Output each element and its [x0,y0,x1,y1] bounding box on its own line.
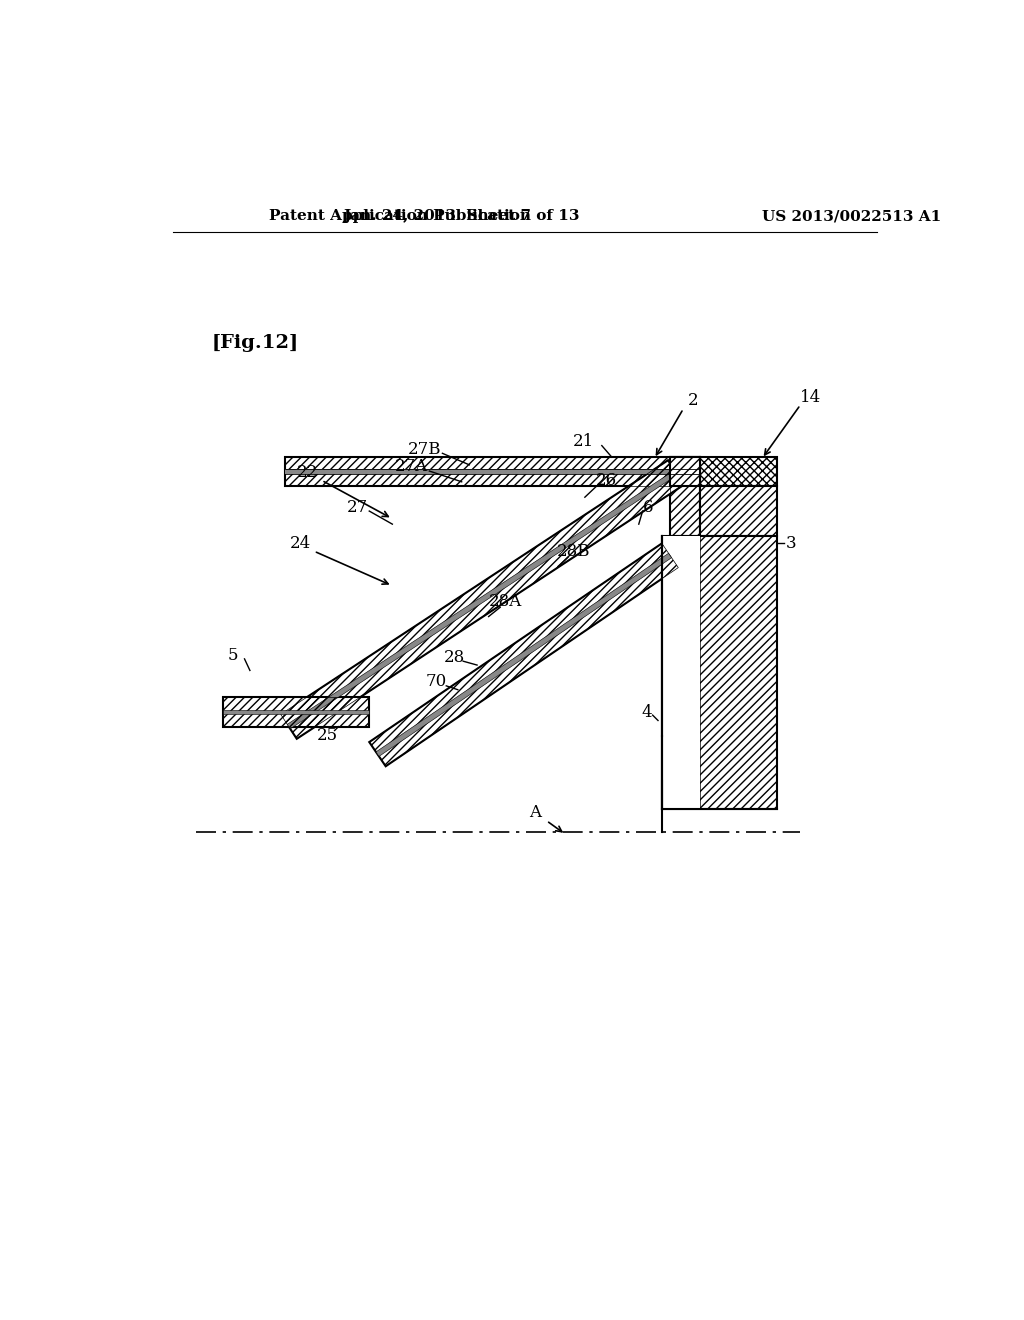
Text: 25: 25 [316,727,338,744]
Text: 28B: 28B [557,543,590,560]
Text: 2: 2 [687,392,698,409]
Text: 21: 21 [572,433,594,450]
Text: 22: 22 [297,465,318,480]
Polygon shape [285,457,700,487]
Text: Jan. 24, 2013  Sheet 7 of 13: Jan. 24, 2013 Sheet 7 of 13 [343,209,580,223]
Polygon shape [288,470,678,729]
Text: 24: 24 [290,535,310,552]
Polygon shape [281,461,684,739]
Text: 70: 70 [426,673,446,690]
Polygon shape [370,544,678,767]
Text: US 2013/0022513 A1: US 2013/0022513 A1 [762,209,941,223]
Polygon shape [376,553,672,756]
Text: [Fig.12]: [Fig.12] [211,334,299,352]
Text: 3: 3 [785,535,797,552]
Text: A: A [528,804,541,821]
Polygon shape [700,457,777,487]
Text: 4: 4 [641,705,651,721]
Text: 5: 5 [227,647,239,664]
Polygon shape [223,710,370,714]
Text: 28: 28 [443,649,465,665]
Text: 27A: 27A [395,458,428,475]
Polygon shape [670,470,700,474]
Text: 28A: 28A [488,593,522,610]
Text: 27B: 27B [408,441,441,458]
Polygon shape [670,457,700,536]
Polygon shape [670,457,700,487]
Text: 14: 14 [800,388,821,405]
Text: 6: 6 [643,499,653,516]
Polygon shape [223,697,370,726]
Text: 27: 27 [347,499,369,516]
Polygon shape [662,536,777,809]
Polygon shape [700,487,777,536]
Text: 26: 26 [596,471,617,488]
Polygon shape [662,536,700,809]
Polygon shape [285,470,700,474]
Text: Patent Application Publication: Patent Application Publication [269,209,531,223]
